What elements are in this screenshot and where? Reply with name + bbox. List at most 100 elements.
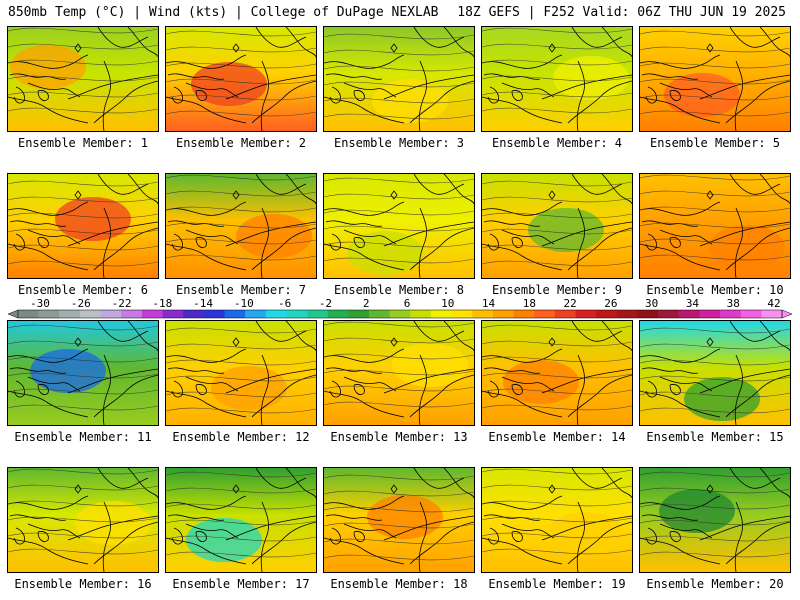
map-outline: [324, 174, 474, 278]
ensemble-member-map: [481, 26, 633, 132]
ensemble-member-map: [323, 26, 475, 132]
ensemble-member-map: [165, 467, 317, 573]
colorbar-tick-label: 2: [363, 297, 370, 310]
ensemble-member-map: [639, 26, 791, 132]
ensemble-member-label: Ensemble Member: 11: [14, 430, 152, 444]
colorbar-segment: [369, 310, 390, 318]
temperature-anomaly-area: [372, 79, 448, 123]
temperature-field-map: [324, 174, 474, 278]
wind-streamlines: [640, 471, 790, 558]
ensemble-member-map: [165, 320, 317, 426]
ensemble-member-map: [481, 173, 633, 279]
colorbar-svg: -30 -26 -22 -18 -14 -10 -6 -2 2 6 10 14 18 22 26 30 34 38…: [8, 297, 792, 319]
wind-streamlines: [640, 174, 790, 261]
ensemble-member-map: [323, 320, 475, 426]
temperature-field-map: [640, 468, 790, 572]
colorbar-outline: [17, 309, 783, 319]
colorbar-tick-label: -18: [152, 297, 172, 310]
wind-streamlines: [640, 30, 790, 117]
temperature-field-map: [482, 468, 632, 572]
ensemble-member-label: Ensemble Member: 5: [649, 136, 781, 150]
temperature-anomaly-area: [347, 231, 423, 275]
ensemble-member-label: Ensemble Member: 9: [491, 283, 623, 297]
colorbar-segment: [430, 310, 452, 318]
temperature-field-map: [8, 321, 158, 425]
colorbar-segment: [410, 310, 432, 318]
temperature-anomaly-area: [548, 512, 624, 556]
wind-streamlines: [166, 174, 316, 261]
colorbar-tick-label: -26: [71, 297, 91, 310]
location-marker-icon: [548, 190, 556, 200]
map-outline: [482, 174, 632, 278]
wind-streamlines: [166, 327, 316, 414]
ensemble-member-label: Ensemble Member: 8: [333, 283, 465, 297]
location-marker-icon: [706, 337, 714, 347]
colorbar-right-arrow: [781, 309, 792, 319]
location-marker-icon: [232, 43, 240, 53]
colorbar-segment: [348, 310, 370, 318]
colorbar-tick-label: 10: [441, 297, 454, 310]
colorbar-segment: [761, 310, 783, 318]
ensemble-member-label: Ensemble Member: 20: [646, 577, 784, 591]
colorbar-segment: [224, 310, 246, 318]
wind-streamlines: [8, 180, 158, 267]
temperature-field-map: [324, 27, 474, 131]
colorbar-segment: [286, 310, 308, 318]
colorbar-tick-label: -10: [234, 297, 254, 310]
temperature-anomaly-area: [236, 214, 312, 258]
colorbar-tick-label: 18: [523, 297, 536, 310]
map-title: 850mb Temp (°C) | Wind (kts) | College o…: [8, 5, 439, 20]
temperature-anomaly-area: [709, 225, 785, 269]
wind-streamlines: [640, 327, 790, 414]
ensemble-member-map: [639, 320, 791, 426]
location-marker-icon: [74, 190, 82, 200]
colorbar-tick-label: 38: [727, 297, 740, 310]
temperature-field-map: [166, 468, 316, 572]
colorbar-segment: [100, 310, 122, 318]
temperature-field-map: [324, 321, 474, 425]
temperature-anomaly-area: [211, 366, 287, 410]
wind-streamlines: [166, 30, 316, 117]
location-marker-icon: [232, 337, 240, 347]
ensemble-member-label: Ensemble Member: 1: [17, 136, 149, 150]
wind-streamlines: [482, 468, 632, 555]
temperature-field-map: [482, 174, 632, 278]
location-marker-icon: [390, 190, 398, 200]
ensemble-member-label: Ensemble Member: 6: [17, 283, 149, 297]
location-marker-icon: [706, 190, 714, 200]
ensemble-member-map: [323, 173, 475, 279]
location-marker-icon: [548, 484, 556, 494]
ensemble-member-label: Ensemble Member: 14: [488, 430, 626, 444]
temperature-field-map: [166, 27, 316, 131]
colorbar-segment: [492, 310, 514, 318]
ensemble-member-label: Ensemble Member: 13: [330, 430, 468, 444]
map-outline: [324, 27, 474, 131]
ensemble-member-label: Ensemble Member: 16: [14, 577, 152, 591]
colorbar-tick-label: 22: [563, 297, 576, 310]
colorbar-segment: [513, 310, 535, 318]
colorbar-tick-label: -14: [193, 297, 213, 310]
ensemble-member-map: [481, 320, 633, 426]
colorbar-segment: [38, 310, 60, 318]
ensemble-member-label: Ensemble Member: 7: [175, 283, 307, 297]
colorbar-tick-label: 34: [686, 297, 700, 310]
wind-streamlines: [166, 471, 316, 558]
colorbar-segment: [678, 310, 700, 318]
temperature-field-map: [8, 27, 158, 131]
colorbar-segment: [203, 310, 225, 318]
colorbar-segment: [637, 310, 659, 318]
ensemble-member-label: Ensemble Member: 3: [333, 136, 465, 150]
colorbar-segment: [59, 310, 81, 318]
temperature-field-map: [640, 321, 790, 425]
map-outline: [640, 321, 790, 425]
wind-streamlines: [482, 180, 632, 267]
ensemble-member-label: Ensemble Member: 4: [491, 136, 623, 150]
temperature-field-map: [324, 468, 474, 572]
temperature-field-map: [8, 468, 158, 572]
colorbar-segment: [389, 310, 411, 318]
location-marker-icon: [390, 337, 398, 347]
temperature-anomaly-area: [659, 489, 735, 533]
location-marker-icon: [232, 190, 240, 200]
ensemble-member-label: Ensemble Member: 15: [646, 430, 784, 444]
colorbar-segment: [18, 310, 39, 318]
